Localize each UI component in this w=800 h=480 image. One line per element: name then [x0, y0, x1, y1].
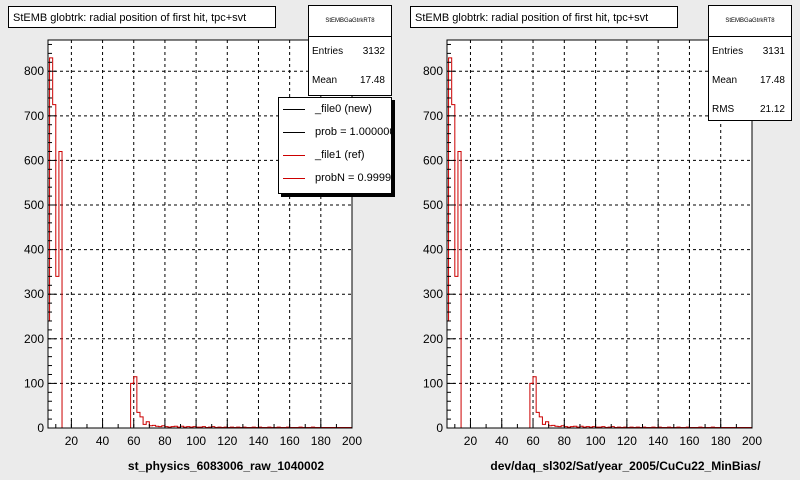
- right-xtick-label: 140: [648, 434, 668, 448]
- right-xtick-label: 200: [742, 434, 762, 448]
- left-xtick-label: 20: [65, 434, 79, 448]
- legend-label-probn: probN = 0.99994: [315, 172, 392, 184]
- left-xtick-label: 60: [127, 434, 141, 448]
- right-plot-frame-bg: [447, 40, 752, 428]
- legend-entry-file1: _file1 (ref): [279, 144, 391, 167]
- left-legend: _file0 (new) prob = 1.000000 _file1 (ref…: [278, 97, 392, 194]
- left-ytick-label: 600: [24, 153, 44, 167]
- right-plot-svg: 20 40 60 80 100 120 140 160 180 200 0 100 200 300 400 5…: [423, 39, 762, 473]
- legend-label-file0: _file0 (new): [315, 103, 372, 115]
- left-histogram-title: StEMB globtrk: radial position of first …: [8, 6, 276, 28]
- left-ytick-label: 300: [24, 287, 44, 301]
- left-xtick-label: 40: [96, 434, 110, 448]
- right-xtick-label: 100: [586, 434, 606, 448]
- left-stats-name: StEMBGaGtrkRT8: [309, 6, 391, 37]
- left-stats-box: StEMBGaGtrkRT8 Entries 3132 Mean 17.48: [308, 5, 392, 96]
- right-xtick-label: 160: [679, 434, 699, 448]
- legend-entry-file0: _file0 (new): [279, 98, 391, 121]
- right-ytick-label: 700: [423, 109, 443, 123]
- right-stats-rms-value: 21.12: [759, 104, 785, 115]
- left-plot-frame: [47, 39, 353, 429]
- left-ytick-label: 200: [24, 332, 44, 346]
- right-ytick-label: 500: [423, 198, 443, 212]
- right-ytick-label: 0: [436, 421, 443, 435]
- left-stats-entries-value: 3132: [362, 46, 385, 57]
- right-stats-rms-row: RMS 21.12: [709, 95, 791, 124]
- left-ytick-label: 400: [24, 243, 44, 257]
- left-stats-mean-value: 17.48: [359, 75, 385, 86]
- left-stats-entries-row: Entries 3132: [309, 37, 391, 66]
- left-stats-mean-label: Mean: [312, 75, 338, 86]
- left-xtick-label: 140: [248, 434, 268, 448]
- right-xtick-label: 40: [495, 434, 509, 448]
- right-xtick-label: 120: [617, 434, 637, 448]
- left-xtick-label: 200: [342, 434, 362, 448]
- legend-entry-prob: prob = 1.000000: [279, 121, 391, 144]
- left-xtick-label: 160: [280, 434, 300, 448]
- left-xtick-label: 120: [217, 434, 237, 448]
- right-stats-name: StEMBGaGtrkRT8: [709, 6, 791, 37]
- legend-line-prob: [283, 132, 305, 133]
- legend-line-file1: [283, 155, 305, 156]
- right-stats-entries-label: Entries: [712, 46, 744, 57]
- right-ytick-label: 800: [423, 64, 443, 78]
- legend-line-file0: [283, 109, 305, 110]
- left-stats-mean-row: Mean 17.48: [309, 66, 391, 95]
- right-ytick-label: 100: [423, 376, 443, 390]
- right-ytick-label: 200: [423, 332, 443, 346]
- left-xtick-label: 100: [186, 434, 206, 448]
- legend-label-file1: _file1 (ref): [315, 149, 365, 161]
- left-ytick-label: 0: [37, 421, 44, 435]
- right-stats-mean-value: 17.48: [759, 75, 785, 86]
- left-ytick-label: 700: [24, 109, 44, 123]
- legend-entry-probn: probN = 0.99994: [279, 167, 391, 190]
- right-stats-mean-label: Mean: [712, 75, 738, 86]
- right-stats-box: StEMBGaGtrkRT8 Entries 3131 Mean 17.48 R…: [708, 5, 792, 121]
- left-canvas-pad: 20 40 60 80 100 120 140 160 180 200 0 100 200 300 400 5…: [0, 0, 400, 480]
- right-stats-mean-row: Mean 17.48: [709, 66, 791, 95]
- right-xtick-label: 20: [464, 434, 478, 448]
- legend-label-prob: prob = 1.000000: [315, 126, 392, 138]
- right-stats-entries-row: Entries 3131: [709, 37, 791, 66]
- right-stats-rms-label: RMS: [712, 104, 735, 115]
- right-xtick-label: 180: [711, 434, 731, 448]
- right-ytick-label: 300: [423, 287, 443, 301]
- right-ytick-label: 400: [423, 243, 443, 257]
- legend-line-probn: [283, 178, 305, 179]
- left-ytick-label: 100: [24, 376, 44, 390]
- right-xtick-label: 60: [526, 434, 540, 448]
- right-canvas-pad: 20 40 60 80 100 120 140 160 180 200 0 100 200 300 400 5…: [400, 0, 800, 480]
- right-ytick-label: 600: [423, 153, 443, 167]
- left-xtick-label: 80: [158, 434, 172, 448]
- right-stats-entries-value: 3131: [762, 46, 785, 57]
- left-stats-entries-label: Entries: [312, 46, 344, 57]
- right-histogram-title: StEMB globtrk: radial position of first …: [410, 6, 678, 28]
- right-plot-frame: [446, 39, 753, 429]
- left-xaxis-title: st_physics_6083006_raw_1040002: [128, 459, 324, 473]
- left-xtick-label: 180: [311, 434, 331, 448]
- left-ytick-label: 500: [24, 198, 44, 212]
- right-xtick-label: 80: [558, 434, 572, 448]
- right-xaxis-title: dev/daq_sl302/Sat/year_2005/CuCu22_MinBi…: [490, 459, 761, 473]
- left-ytick-label: 800: [24, 64, 44, 78]
